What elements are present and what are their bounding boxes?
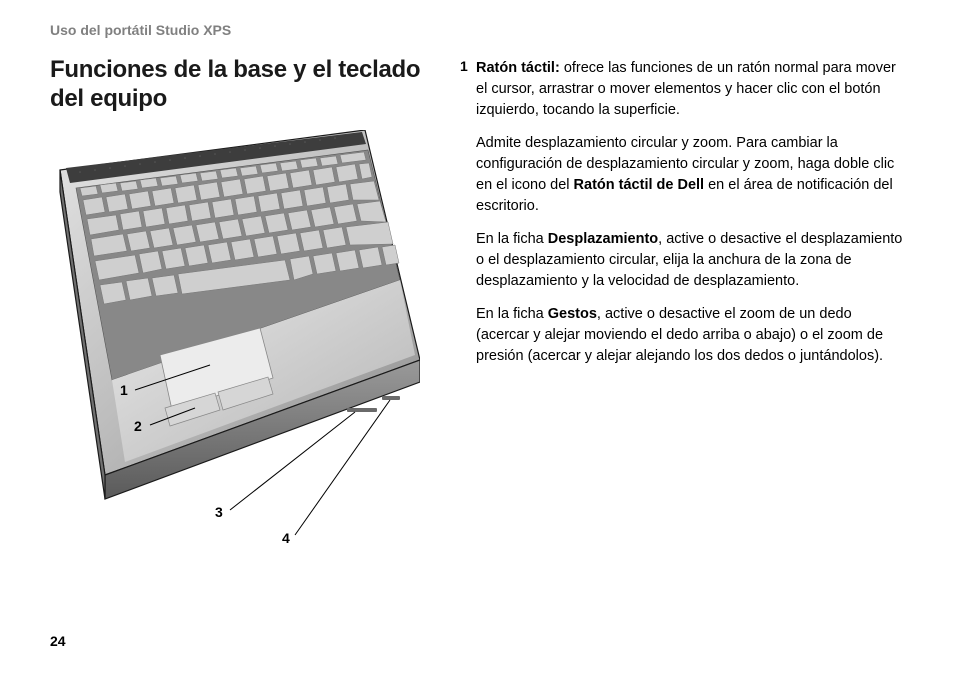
callout-4: 4: [282, 530, 290, 546]
p4a-text: En la ficha: [476, 306, 548, 322]
p3a-text: En la ficha: [476, 231, 548, 247]
description-body: Ratón táctil: ofrece las funciones de un…: [476, 58, 904, 379]
page-header: Uso del portátil Studio XPS: [50, 22, 904, 38]
p2b-bold: Ratón táctil de Dell: [574, 177, 705, 193]
page-number: 24: [50, 633, 66, 649]
callout-2: 2: [134, 418, 142, 434]
laptop-figure: 1 2 3 4: [50, 130, 420, 550]
callout-3: 3: [215, 504, 223, 520]
callout-1: 1: [120, 382, 128, 398]
p4b-bold: Gestos: [548, 306, 597, 322]
p3b-bold: Desplazamiento: [548, 231, 658, 247]
lead-bold: Ratón táctil:: [476, 60, 564, 76]
description-number: 1: [460, 58, 470, 379]
description-item-1: 1 Ratón táctil: ofrece las funciones de …: [460, 58, 904, 379]
section-title: Funciones de la base y el teclado del eq…: [50, 56, 430, 114]
